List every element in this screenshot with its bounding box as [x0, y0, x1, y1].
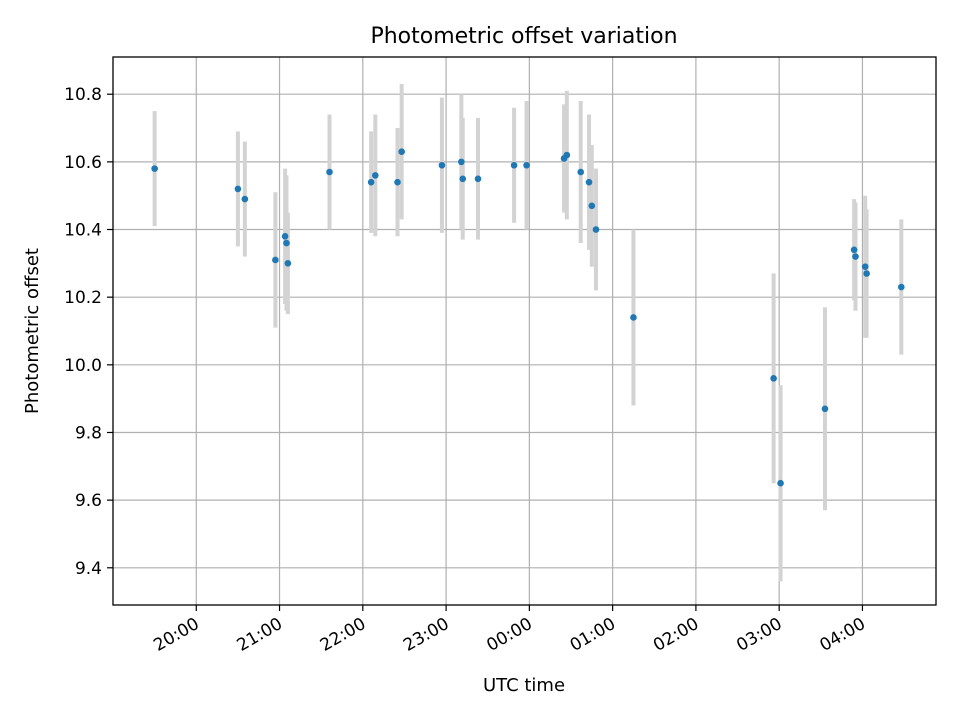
grid: [113, 57, 936, 605]
y-tick-label: 10.4: [64, 221, 102, 241]
y-axis-ticks: 9.4 9.6 9.8 10.0 10.2 10.4 10.6 10.8: [64, 85, 113, 579]
data-point: [438, 161, 446, 169]
x-axis-ticks: 20:00 21:00 22:00 23:00 00:00 01:00 02:00 03:00…: [150, 605, 869, 656]
data-point: [861, 263, 869, 271]
x-tick-label: 20:00: [150, 614, 202, 656]
y-tick-label: 9.8: [75, 423, 102, 443]
data-point: [777, 479, 784, 487]
x-tick-label: 00:00: [483, 614, 535, 656]
x-tick-label: 22:00: [317, 614, 369, 656]
data-point: [326, 168, 333, 176]
y-tick-label: 10.6: [64, 153, 102, 173]
data-point: [151, 165, 158, 172]
plot-frame: [112, 56, 937, 606]
data-point: [234, 185, 242, 193]
x-tick-label: 21:00: [234, 614, 286, 656]
data-point: [630, 314, 637, 321]
data-point: [585, 178, 593, 186]
chart-title: Photometric offset variation: [370, 24, 677, 49]
data-point: [281, 232, 289, 240]
y-tick-label: 10.8: [64, 85, 102, 105]
data-point: [283, 239, 290, 247]
data-point: [284, 260, 292, 267]
y-tick-label: 9.4: [75, 559, 102, 579]
data-point: [398, 148, 405, 156]
x-tick-label: 04:00: [817, 614, 869, 656]
data-point: [458, 158, 465, 166]
data-point: [272, 256, 279, 264]
data-point: [372, 172, 379, 179]
y-tick-label: 10.2: [64, 288, 102, 308]
data-point: [577, 168, 585, 176]
data-point: [898, 283, 905, 291]
data-point: [588, 202, 596, 210]
y-axis-label: Photometric offset: [22, 248, 43, 414]
data-point: [821, 405, 829, 413]
x-axis-label: UTC time: [483, 675, 565, 696]
data-point: [241, 195, 249, 203]
x-tick-label: 03:00: [733, 614, 785, 656]
data-point: [852, 253, 859, 260]
y-tick-label: 10.0: [64, 356, 102, 376]
data-point: [459, 175, 467, 183]
data-point: [474, 175, 482, 183]
data-point: [592, 226, 600, 233]
data-point: [510, 161, 518, 169]
data-point: [563, 151, 571, 159]
error-bars: [152, 84, 904, 582]
x-tick-label: 23:00: [400, 614, 452, 656]
data-point: [523, 161, 530, 169]
data-point: [394, 178, 401, 186]
data-point: [850, 246, 858, 254]
data-points: [151, 148, 905, 487]
data-point: [863, 270, 870, 277]
x-tick-label: 02:00: [650, 614, 702, 656]
y-tick-label: 9.6: [75, 491, 102, 511]
x-tick-label: 01:00: [567, 614, 619, 656]
data-point: [367, 178, 375, 186]
data-point: [770, 375, 777, 382]
